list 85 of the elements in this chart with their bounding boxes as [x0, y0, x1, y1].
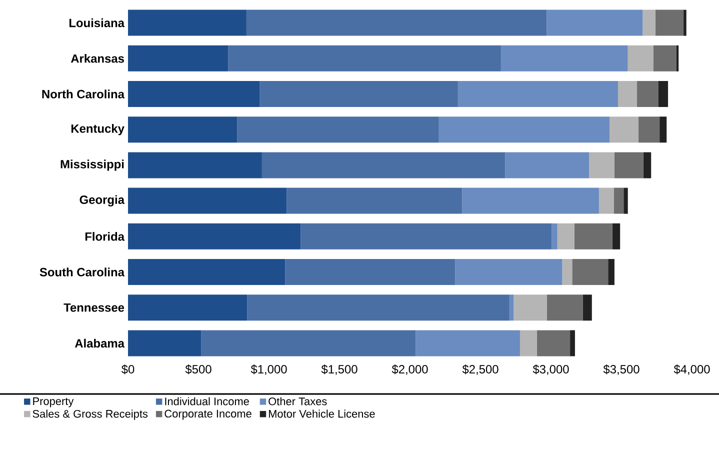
bar: [638, 116, 660, 143]
bar: [610, 116, 638, 143]
y-tick-label: Alabama: [74, 338, 125, 348]
bar: [246, 10, 547, 36]
legend-label: Corporate Income: [164, 410, 252, 420]
bar: [572, 259, 608, 286]
bar: [128, 330, 202, 356]
bar: [628, 45, 654, 72]
y-tick-label: Mississippi: [60, 160, 124, 171]
bar: [589, 152, 614, 178]
x-tick-label: $3,500: [603, 364, 640, 375]
bar: [612, 223, 620, 250]
bar: [128, 223, 301, 250]
bar: [520, 330, 537, 356]
bar: [262, 152, 506, 178]
bar: [642, 10, 656, 36]
bar: [562, 259, 572, 286]
x-tick-label: $1,000: [250, 364, 287, 375]
bar: [546, 294, 583, 321]
bar: [438, 116, 610, 143]
x-tick-label: $1,500: [321, 364, 358, 375]
bar: [684, 10, 686, 36]
bar: [300, 223, 552, 250]
x-tick-label: $500: [185, 364, 212, 374]
bar: [201, 330, 416, 356]
bar: [546, 10, 643, 36]
y-tick-label: Louisiana: [69, 18, 125, 28]
bar: [658, 81, 668, 108]
legend-label: Sales & Gross Receipts: [32, 410, 148, 420]
bar: [570, 330, 575, 356]
bar: [458, 81, 618, 108]
bar: [500, 45, 628, 72]
bar: [128, 188, 287, 214]
bar: [557, 223, 574, 250]
x-tick-label: $4,000: [674, 364, 710, 375]
bar: [624, 188, 628, 214]
bar: [536, 330, 570, 356]
x-tick-label: $0: [121, 364, 134, 374]
bar: [128, 152, 262, 178]
bar: [637, 81, 658, 108]
bar: [653, 45, 676, 72]
bar: [614, 188, 624, 214]
bar: [128, 45, 228, 72]
bar: [676, 45, 679, 72]
x-tick-label: $2,500: [462, 364, 498, 375]
bar: [505, 152, 590, 178]
bar: [582, 294, 592, 321]
y-tick-label: Arkansas: [70, 54, 124, 63]
bar: [286, 188, 462, 214]
legend-label: Other Taxes: [268, 397, 327, 406]
y-tick-label: Florida: [85, 232, 125, 241]
bar: [655, 10, 684, 36]
x-tick-label: $3,000: [532, 364, 569, 375]
bar: [509, 294, 514, 321]
bar: [237, 116, 439, 143]
bar: [608, 259, 614, 286]
legend-label: Motor Vehicle License: [268, 410, 375, 418]
bar: [618, 81, 638, 108]
bar: [462, 188, 599, 214]
y-tick-label: North Carolina: [42, 90, 125, 98]
bar: [128, 81, 260, 108]
bar: [455, 259, 562, 286]
bar: [416, 330, 520, 356]
x-tick-label: $2,000: [392, 364, 428, 375]
bar: [574, 223, 612, 250]
bar: [660, 116, 667, 143]
bar: [128, 259, 286, 286]
bar: [260, 81, 458, 108]
y-tick-label: Tennessee: [64, 303, 124, 312]
bar: [228, 45, 501, 72]
y-tick-label: South Carolina: [40, 268, 125, 276]
bar: [128, 10, 246, 36]
bar: [643, 152, 652, 178]
bar: [285, 259, 456, 286]
bar: [552, 223, 558, 250]
bar: [598, 188, 614, 214]
y-tick-label: Kentucky: [71, 124, 124, 136]
bar: [514, 294, 547, 321]
legend-label: Individual Income: [165, 397, 249, 406]
bar: [128, 294, 248, 321]
y-tick-label: Georgia: [80, 195, 125, 206]
bar: [247, 294, 510, 321]
legend-label: Property: [33, 397, 74, 408]
bar: [128, 116, 238, 143]
bar: [614, 152, 644, 178]
